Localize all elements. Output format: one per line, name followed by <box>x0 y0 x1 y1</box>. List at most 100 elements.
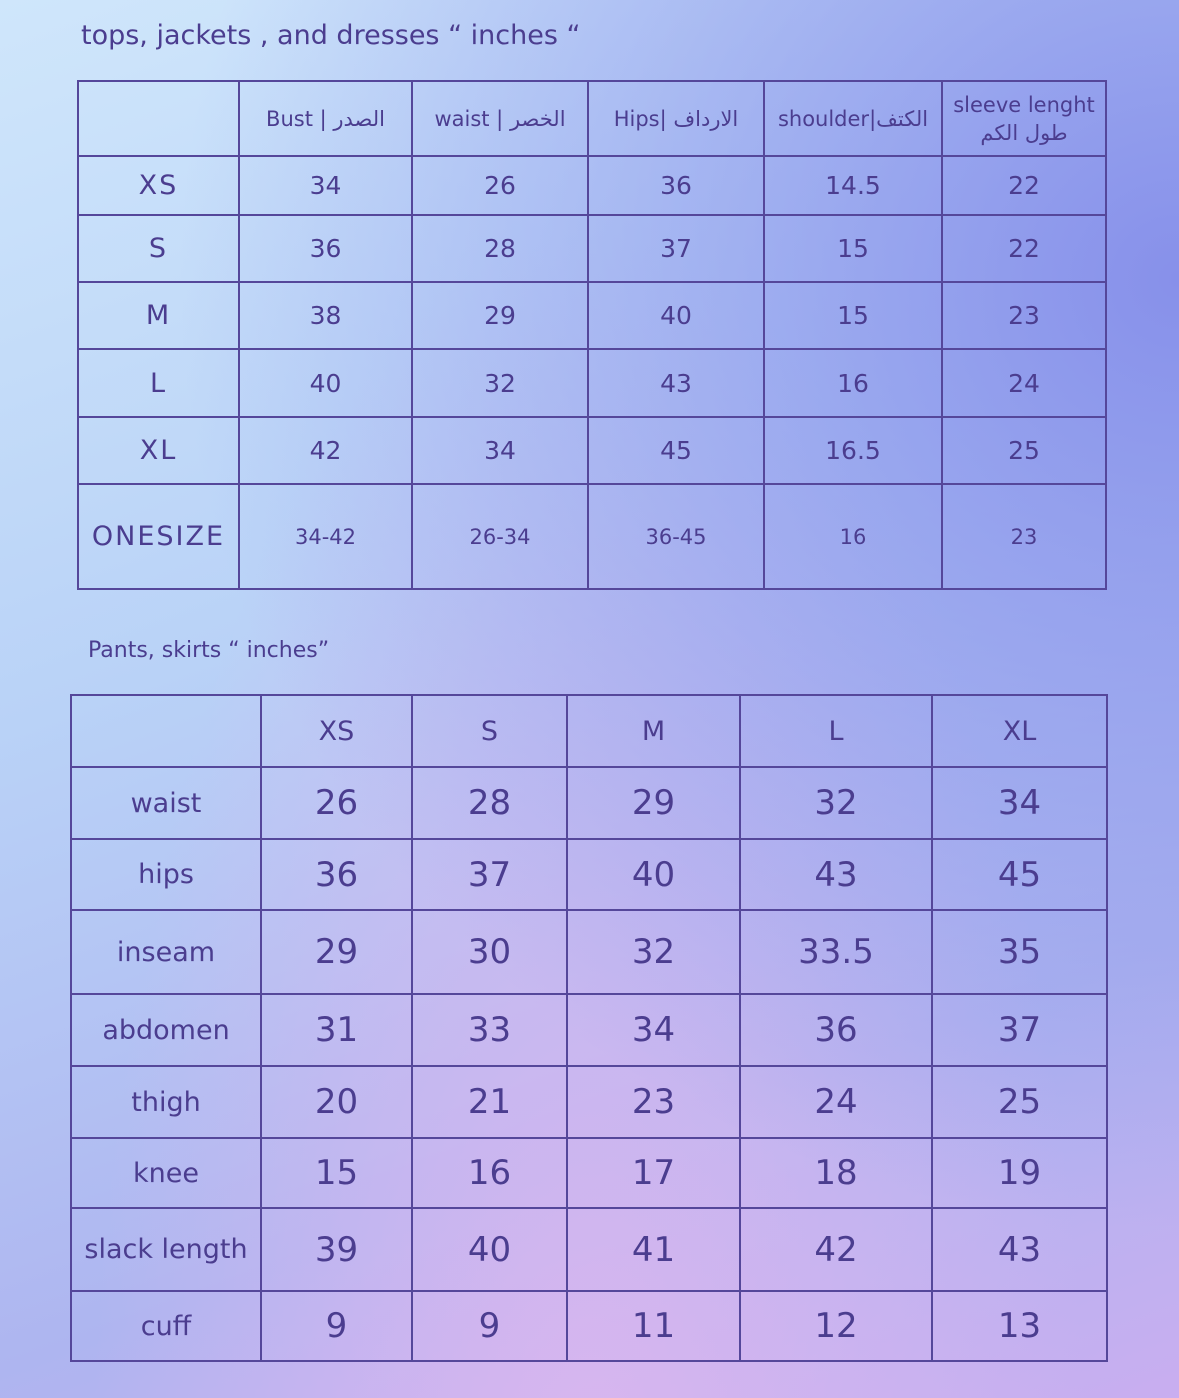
measurement-cell: 43 <box>587 348 765 418</box>
measurement-cell: 36 <box>739 993 933 1067</box>
table-header-row: Bust | الصدر waist | الخصر Hips| الارداف sh… <box>77 80 1107 157</box>
size-label: ONESIZE <box>77 483 240 590</box>
measurement-cell: 15 <box>260 1137 413 1209</box>
measurement-cell: 29 <box>411 281 589 350</box>
table-row: knee 15 16 17 18 19 <box>70 1137 1108 1209</box>
measurement-cell: 32 <box>566 909 741 995</box>
measurement-cell: 19 <box>931 1137 1108 1209</box>
table-row: thigh 20 21 23 24 25 <box>70 1065 1108 1139</box>
measurement-cell: 29 <box>566 766 741 840</box>
tops-size-chart-title: tops, jackets , and dresses “ inches “ <box>81 20 581 51</box>
corner-cell <box>77 80 240 157</box>
column-header: shoulder|الكتف <box>763 80 943 157</box>
measurement-cell: 39 <box>260 1207 413 1292</box>
measurement-cell: 33.5 <box>739 909 933 995</box>
measurement-cell: 34 <box>238 155 413 216</box>
measurement-cell: 17 <box>566 1137 741 1209</box>
measurement-cell: 26 <box>260 766 413 840</box>
measurement-cell: 37 <box>587 214 765 283</box>
measurement-cell: 32 <box>411 348 589 418</box>
measurement-cell: 45 <box>587 416 765 485</box>
measurement-cell: 18 <box>739 1137 933 1209</box>
table-row: L 40 32 43 16 24 <box>77 348 1107 418</box>
measurement-cell: 36-45 <box>587 483 765 590</box>
size-label: S <box>77 214 240 283</box>
measurement-cell: 9 <box>260 1290 413 1362</box>
size-column-header: XS <box>260 694 413 768</box>
table-row: abdomen 31 33 34 36 37 <box>70 993 1108 1067</box>
measurement-label: knee <box>70 1137 262 1209</box>
measurement-cell: 28 <box>411 214 589 283</box>
measurement-cell: 34 <box>931 766 1108 840</box>
size-column-header: M <box>566 694 741 768</box>
measurement-cell: 15 <box>763 281 943 350</box>
column-header: Bust | الصدر <box>238 80 413 157</box>
measurement-cell: 35 <box>931 909 1108 995</box>
corner-cell <box>70 694 262 768</box>
measurement-label: slack length <box>70 1207 262 1292</box>
measurement-cell: 43 <box>931 1207 1108 1292</box>
measurement-cell: 22 <box>941 155 1107 216</box>
measurement-cell: 11 <box>566 1290 741 1362</box>
size-label: XL <box>77 416 240 485</box>
measurement-label: abdomen <box>70 993 262 1067</box>
measurement-cell: 34-42 <box>238 483 413 590</box>
measurement-cell: 40 <box>587 281 765 350</box>
pants-size-chart-title: Pants, skirts “ inches” <box>88 638 330 663</box>
measurement-cell: 22 <box>941 214 1107 283</box>
measurement-cell: 14.5 <box>763 155 943 216</box>
tops-size-table: Bust | الصدر waist | الخصر Hips| الارداف sh… <box>77 80 1107 590</box>
table-row: XS 34 26 36 14.5 22 <box>77 155 1107 216</box>
pants-size-table: XS S M L XL waist 26 28 29 32 34 hips 36 37 40 43 45 inse… <box>70 694 1108 1362</box>
measurement-cell: 25 <box>931 1065 1108 1139</box>
measurement-cell: 33 <box>411 993 568 1067</box>
measurement-cell: 36 <box>260 838 413 911</box>
measurement-label: waist <box>70 766 262 840</box>
measurement-cell: 15 <box>763 214 943 283</box>
measurement-cell: 45 <box>931 838 1108 911</box>
measurement-cell: 41 <box>566 1207 741 1292</box>
measurement-cell: 40 <box>411 1207 568 1292</box>
table-row: XL 42 34 45 16.5 25 <box>77 416 1107 485</box>
table-row: hips 36 37 40 43 45 <box>70 838 1108 911</box>
measurement-cell: 43 <box>739 838 933 911</box>
measurement-label: inseam <box>70 909 262 995</box>
measurement-cell: 26-34 <box>411 483 589 590</box>
table-row: slack length 39 40 41 42 43 <box>70 1207 1108 1292</box>
size-label: M <box>77 281 240 350</box>
measurement-cell: 28 <box>411 766 568 840</box>
measurement-label: cuff <box>70 1290 262 1362</box>
measurement-cell: 37 <box>931 993 1108 1067</box>
measurement-cell: 16 <box>763 483 943 590</box>
measurement-cell: 40 <box>238 348 413 418</box>
measurement-cell: 36 <box>587 155 765 216</box>
measurement-cell: 42 <box>238 416 413 485</box>
measurement-cell: 23 <box>566 1065 741 1139</box>
table-row: ONESIZE 34-42 26-34 36-45 16 23 <box>77 483 1107 590</box>
table-row: S 36 28 37 15 22 <box>77 214 1107 283</box>
table-row: waist 26 28 29 32 34 <box>70 766 1108 840</box>
measurement-cell: 23 <box>941 483 1107 590</box>
measurement-cell: 32 <box>739 766 933 840</box>
measurement-cell: 24 <box>941 348 1107 418</box>
column-header: sleeve lenght طول الكم <box>941 80 1107 157</box>
measurement-cell: 16 <box>763 348 943 418</box>
size-label: L <box>77 348 240 418</box>
table-row: cuff 9 9 11 12 13 <box>70 1290 1108 1362</box>
measurement-cell: 24 <box>739 1065 933 1139</box>
measurement-cell: 16 <box>411 1137 568 1209</box>
measurement-label: hips <box>70 838 262 911</box>
measurement-cell: 20 <box>260 1065 413 1139</box>
measurement-cell: 30 <box>411 909 568 995</box>
size-column-header: S <box>411 694 568 768</box>
size-label: XS <box>77 155 240 216</box>
measurement-cell: 21 <box>411 1065 568 1139</box>
measurement-cell: 26 <box>411 155 589 216</box>
column-header: Hips| الارداف <box>587 80 765 157</box>
measurement-cell: 12 <box>739 1290 933 1362</box>
size-column-header: XL <box>931 694 1108 768</box>
table-header-row: XS S M L XL <box>70 694 1108 768</box>
measurement-cell: 38 <box>238 281 413 350</box>
measurement-cell: 42 <box>739 1207 933 1292</box>
measurement-cell: 29 <box>260 909 413 995</box>
